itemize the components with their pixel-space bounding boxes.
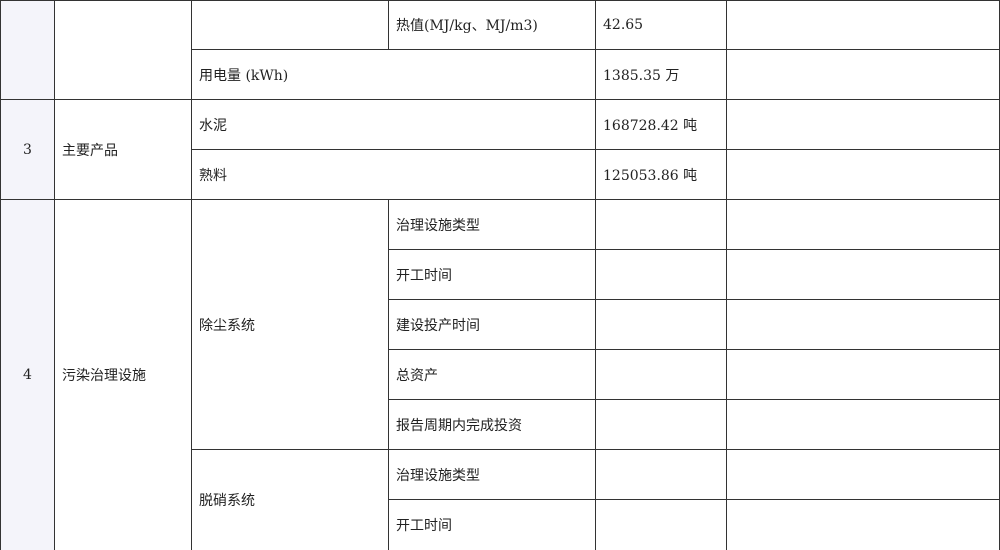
item-cell: 治理设施类型 (388, 449, 596, 500)
note-cell (726, 399, 1000, 450)
item-cell: 开工时间 (388, 249, 596, 300)
subcategory-cell-empty (191, 0, 389, 50)
note-cell (726, 49, 1000, 100)
subcategory-cell: 脱硝系统 (191, 449, 389, 550)
note-cell (726, 499, 1000, 550)
note-cell (726, 249, 1000, 300)
value-cell (595, 499, 727, 550)
index-cell: 4 (0, 199, 55, 550)
value-cell: 125053.86 吨 (595, 149, 727, 200)
note-cell (726, 199, 1000, 250)
index-cell: 3 (0, 99, 55, 200)
value-cell (595, 349, 727, 400)
category-cell-empty (54, 0, 192, 100)
note-cell (726, 149, 1000, 200)
value-cell: 42.65 (595, 0, 727, 50)
value-cell (595, 299, 727, 350)
index-cell-empty (0, 0, 55, 100)
item-cell: 建设投产时间 (388, 299, 596, 350)
item-cell: 治理设施类型 (388, 199, 596, 250)
note-cell (726, 0, 1000, 50)
item-cell: 熟料 (191, 149, 596, 200)
item-cell: 热值(MJ/kg、MJ/m3) (388, 0, 596, 50)
note-cell (726, 449, 1000, 500)
value-cell: 1385.35 万 (595, 49, 727, 100)
item-cell: 水泥 (191, 99, 596, 150)
subcategory-cell: 除尘系统 (191, 199, 389, 450)
value-cell (595, 249, 727, 300)
value-cell (595, 199, 727, 250)
item-cell: 开工时间 (388, 499, 596, 550)
note-cell (726, 99, 1000, 150)
item-cell: 总资产 (388, 349, 596, 400)
note-cell (726, 299, 1000, 350)
category-cell: 污染治理设施 (54, 199, 192, 550)
category-cell: 主要产品 (54, 99, 192, 200)
value-cell (595, 449, 727, 500)
item-cell: 用电量 (kWh) (191, 49, 596, 100)
value-cell: 168728.42 吨 (595, 99, 727, 150)
value-cell (595, 399, 727, 450)
note-cell (726, 349, 1000, 400)
item-cell: 报告周期内完成投资 (388, 399, 596, 450)
